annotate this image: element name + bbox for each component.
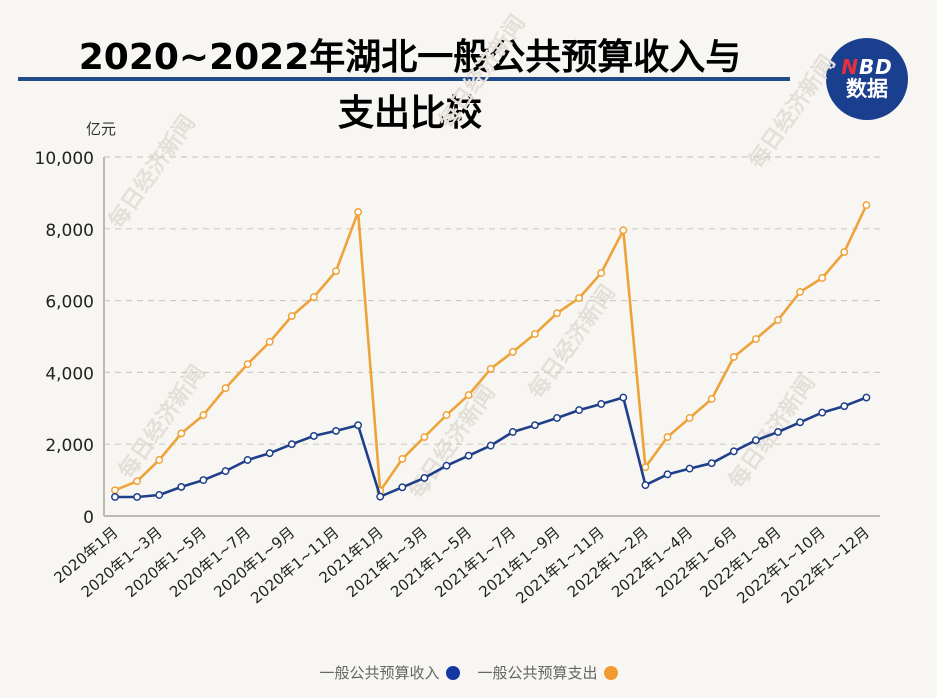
data-point-marker[interactable] [663,470,672,479]
data-point-marker[interactable] [332,426,340,435]
data-point-marker[interactable] [597,269,606,277]
data-point-marker[interactable] [243,360,252,369]
data-point-marker[interactable] [155,456,164,464]
data-point-marker[interactable] [729,447,738,456]
y-tick-label: 4,000 [45,364,94,384]
data-point-marker[interactable] [530,330,539,338]
data-point-marker[interactable] [530,421,539,430]
data-point-marker[interactable] [685,464,694,473]
y-tick-label: 0 [83,508,94,528]
watermark-text: 每日经济新闻 [524,280,621,403]
data-point-marker[interactable] [332,267,340,276]
legend-item-income[interactable]: 一般公共预算收入 [319,662,460,683]
data-point-marker[interactable] [221,467,230,476]
y-axis-unit-label: 亿元 [86,120,117,138]
data-point-marker[interactable] [398,454,407,463]
data-point-marker[interactable] [111,486,119,495]
data-point-marker[interactable] [199,411,208,420]
data-point-marker[interactable] [354,421,363,430]
data-point-marker[interactable] [774,428,782,436]
data-point-marker[interactable] [177,429,186,438]
data-point-marker[interactable] [685,414,694,422]
legend-label-expenditure: 一般公共预算支出 [477,664,598,682]
chart-legend: 一般公共预算收入 一般公共预算支出 [0,662,937,683]
y-tick-label: 2,000 [45,436,94,456]
data-point-marker[interactable] [818,274,827,282]
y-tick-label: 10,000 [35,149,94,169]
data-point-marker[interactable] [774,316,782,324]
data-point-marker[interactable] [553,414,561,422]
data-point-marker[interactable] [287,312,296,320]
watermark-text: 每日经济新闻 [744,50,841,173]
data-point-marker[interactable] [309,431,318,440]
data-point-marker[interactable] [486,441,495,450]
data-point-marker[interactable] [597,400,606,408]
data-point-marker[interactable] [840,248,849,257]
data-point-marker[interactable] [508,347,517,356]
data-point-marker[interactable] [420,433,429,441]
data-point-marker[interactable] [796,288,805,296]
nbd-data-logo: NBD 数据 [826,38,908,120]
data-point-marker[interactable] [840,402,849,411]
chart-title-line2: 支出比较 [337,93,482,134]
data-point-marker[interactable] [111,493,119,501]
y-tick-label: 6,000 [45,293,94,313]
data-point-marker[interactable] [464,391,473,399]
data-point-marker[interactable] [619,393,628,402]
chart-title-line1: 2020~2022年湖北一般公共预算收入与 [78,37,742,78]
data-point-marker[interactable] [420,473,429,482]
data-point-marker[interactable] [265,449,274,458]
legend-label-income: 一般公共预算收入 [319,664,440,682]
data-point-marker[interactable] [486,364,495,373]
data-point-marker[interactable] [641,481,650,490]
data-point-marker[interactable] [707,459,716,468]
data-point-marker[interactable] [796,418,805,427]
data-point-marker[interactable] [309,293,318,301]
legend-item-expenditure[interactable]: 一般公共预算支出 [478,662,618,683]
logo-cn-text: 数据 [846,77,888,102]
data-point-marker[interactable] [619,226,628,235]
data-point-marker[interactable] [376,492,385,501]
data-point-marker[interactable] [265,337,274,346]
data-point-marker[interactable] [155,491,164,499]
data-point-marker[interactable] [354,207,363,216]
data-point-marker[interactable] [243,456,252,464]
data-point-marker[interactable] [221,384,230,393]
data-point-marker[interactable] [862,393,871,402]
data-point-marker[interactable] [707,395,716,403]
y-tick-label: 8,000 [45,221,94,241]
legend-dot-icon [445,665,460,680]
data-point-marker[interactable] [177,482,186,491]
title-underline [18,77,790,81]
data-point-marker[interactable] [442,461,451,470]
data-point-marker[interactable] [508,428,517,436]
data-point-marker[interactable] [287,440,296,449]
data-point-marker[interactable] [133,477,142,486]
data-point-marker[interactable] [575,406,584,415]
watermark-text: 每日经济新闻 [434,10,531,133]
data-point-marker[interactable] [464,451,473,460]
data-point-marker[interactable] [575,294,584,303]
data-point-marker[interactable] [442,411,451,420]
data-point-marker[interactable] [641,463,650,472]
data-point-marker[interactable] [818,408,827,417]
watermark-text: 每日经济新闻 [104,110,201,233]
data-point-marker[interactable] [751,335,760,343]
watermark-text: 每日经济新闻 [724,370,821,493]
legend-dot-icon [603,665,618,680]
data-point-marker[interactable] [751,436,760,445]
data-point-marker[interactable] [862,201,871,210]
data-point-marker[interactable] [553,309,561,318]
data-point-marker[interactable] [133,493,142,501]
data-point-marker[interactable] [729,353,738,361]
data-point-marker[interactable] [398,483,407,492]
data-point-marker[interactable] [199,476,208,485]
logo-nbd-text: NBD [841,55,893,80]
data-point-marker[interactable] [663,433,672,441]
